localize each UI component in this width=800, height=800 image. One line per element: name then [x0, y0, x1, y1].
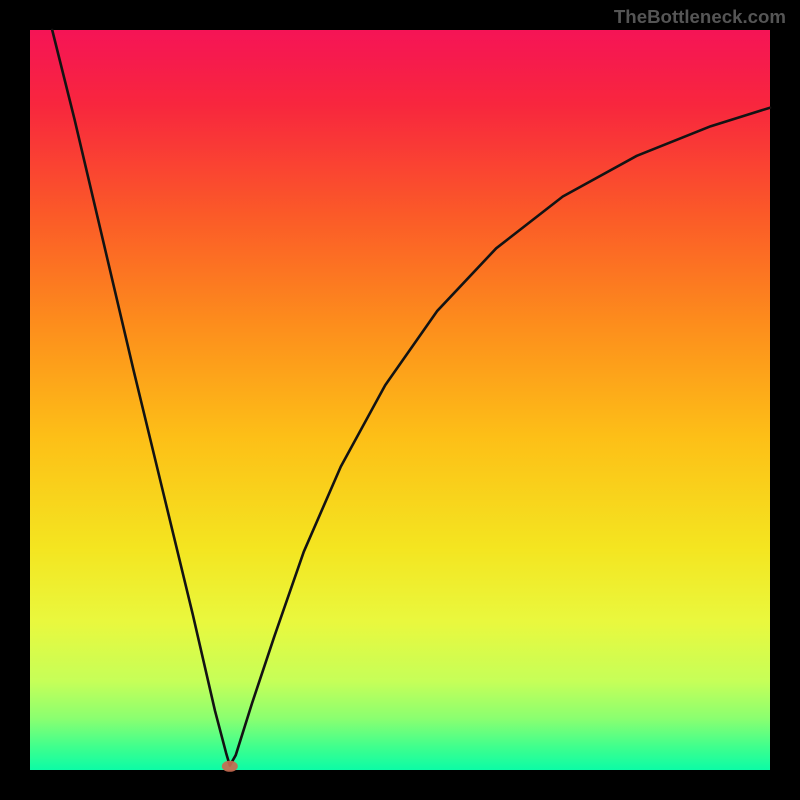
minimum-marker: [222, 761, 238, 772]
watermark-text: TheBottleneck.com: [614, 6, 786, 28]
curve-layer: [0, 0, 800, 800]
bottleneck-curve: [52, 30, 770, 766]
figure-root: TheBottleneck.com: [0, 0, 800, 800]
